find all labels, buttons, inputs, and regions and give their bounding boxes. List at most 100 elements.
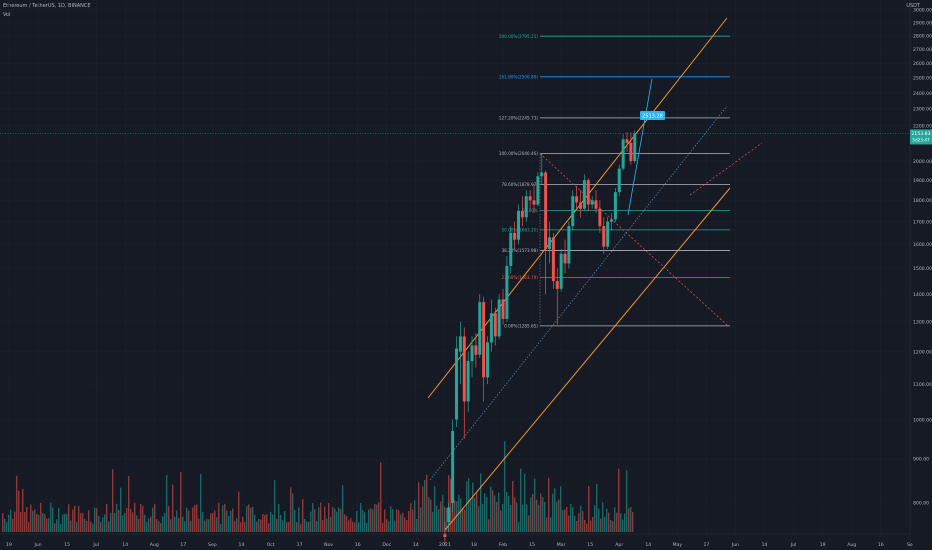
- target-projection-line: [627, 78, 653, 216]
- volume-bar: [576, 521, 578, 532]
- volume-bar: [18, 490, 20, 532]
- x-tick-label: Feb: [499, 542, 507, 548]
- volume-bar: [396, 509, 398, 532]
- volume-bar: [94, 507, 96, 532]
- candle-body: [478, 302, 482, 355]
- volume-bar: [434, 486, 436, 532]
- volume-bar: [566, 506, 568, 532]
- volume-bar: [564, 509, 566, 532]
- volume-bar: [38, 514, 40, 532]
- x-tick-label: 14: [413, 542, 419, 548]
- volume-bar: [260, 519, 262, 532]
- candle-body: [509, 232, 513, 266]
- x-tick-label: 16: [878, 542, 884, 548]
- volume-bar: [252, 506, 254, 532]
- volume-bar: [412, 509, 414, 532]
- volume-bar: [26, 506, 28, 532]
- volume-bar: [104, 514, 106, 532]
- volume-bar: [102, 517, 104, 532]
- volume-bar: [72, 509, 74, 532]
- volume-bar: [410, 503, 412, 532]
- volume-bar: [390, 506, 392, 532]
- volume-bar: [498, 492, 500, 532]
- x-tick-label: 17: [297, 542, 303, 548]
- volume-bar: [336, 511, 338, 532]
- y-tick-label: 2900.00: [913, 20, 932, 26]
- volume-bar: [464, 509, 466, 532]
- volume-bar: [74, 505, 76, 532]
- volume-bar: [408, 510, 410, 532]
- time-axis: 19 Jun 15 Jul 14 Aug 17 Sep 14 Oct 17 Nov 16 Dec 14 202…: [0, 533, 913, 548]
- volume-bar: [386, 519, 388, 532]
- candle-body: [610, 219, 614, 222]
- candlestick-series: [443, 130, 637, 545]
- volume-bar: [526, 504, 528, 532]
- volume-bar: [76, 522, 78, 532]
- volume-bar: [208, 519, 210, 532]
- volume-bar: [240, 522, 242, 532]
- x-tick-label: Se: [907, 542, 913, 548]
- volume-bar: [476, 492, 478, 532]
- volume-bar: [298, 507, 300, 532]
- volume-bar: [444, 507, 446, 532]
- volume-bar: [472, 482, 474, 532]
- x-tick-label: 16: [355, 542, 361, 548]
- volume-bar: [392, 509, 394, 532]
- volume-bar: [406, 520, 408, 532]
- candle-body: [540, 172, 544, 177]
- volume-bar: [130, 509, 132, 532]
- volume-bar: [196, 504, 198, 532]
- volume-bar: [484, 493, 486, 532]
- x-tick-label: 2021: [439, 542, 451, 548]
- candle-body: [606, 221, 610, 247]
- volume-bar: [34, 509, 36, 532]
- y-tick-label: 1600.00: [913, 242, 932, 248]
- x-tick-label: Oct: [267, 542, 275, 548]
- currency-label: USDT: [906, 3, 920, 9]
- volume-bar: [536, 499, 538, 532]
- candle-body: [555, 281, 559, 289]
- volume-bar: [250, 507, 252, 532]
- x-tick-label: Jul: [92, 542, 99, 548]
- volume-bar: [146, 522, 148, 532]
- volume-bar: [150, 516, 152, 532]
- drawing-tools: 200.00%(2795.21) 161.80%(2506.89) 127.20%(…: [427, 17, 763, 531]
- volume-bar: [256, 521, 258, 532]
- volume-bar: [264, 515, 266, 532]
- volume-bar: [218, 502, 220, 532]
- volume-bar: [570, 504, 572, 532]
- candle-body: [594, 200, 598, 209]
- volume-bar: [228, 515, 230, 532]
- volume-bar: [556, 501, 558, 532]
- volume-bar: [78, 505, 80, 532]
- volume-bar: [500, 510, 502, 532]
- volume-bar: [436, 505, 438, 532]
- y-tick-label: 1800.00: [913, 198, 932, 204]
- volume-bar: [126, 508, 128, 532]
- volume-bar: [612, 521, 614, 532]
- volume-bar: [356, 511, 358, 532]
- volume-bar: [372, 509, 374, 532]
- volume-bar: [592, 517, 594, 532]
- volume-bar: [6, 522, 8, 532]
- volume-bar: [48, 518, 50, 532]
- volume-bar: [42, 513, 44, 532]
- volume-bar: [506, 491, 508, 532]
- volume-bar: [128, 475, 130, 532]
- volume-bar: [134, 502, 136, 532]
- volume-bar: [330, 517, 332, 532]
- volume-bar: [120, 487, 122, 532]
- volume-bar: [534, 478, 536, 532]
- candle-body: [451, 430, 455, 503]
- volume-bar: [274, 480, 276, 532]
- volume-bar: [588, 485, 590, 532]
- volume-bar: [214, 510, 216, 532]
- volume-bar: [122, 515, 124, 532]
- volume-bar: [36, 514, 38, 532]
- volume-bar: [140, 504, 142, 532]
- volume-bar: [340, 508, 342, 532]
- volume-bar: [402, 512, 404, 532]
- x-tick-label: 18: [471, 542, 477, 548]
- volume-bar: [364, 512, 366, 532]
